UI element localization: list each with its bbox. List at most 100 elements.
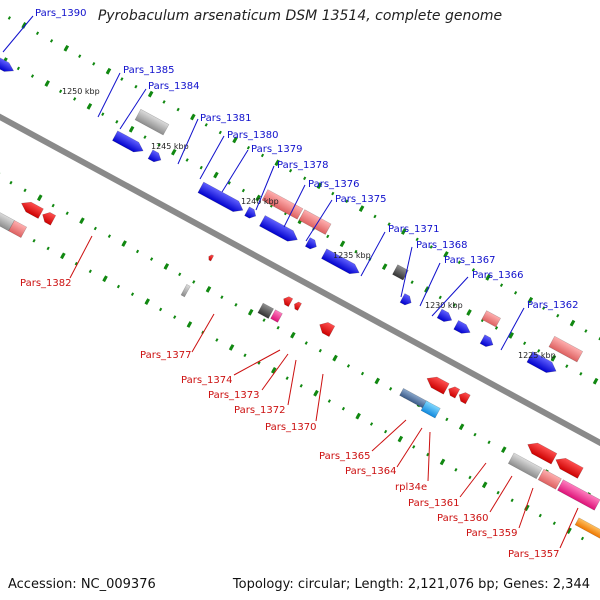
tick-dot	[360, 371, 365, 376]
gene-label[interactable]: Pars_1377	[140, 350, 191, 361]
tick-mark	[86, 103, 93, 110]
tick-dot	[429, 245, 433, 249]
gene-feature	[458, 392, 471, 405]
gene-label[interactable]: Pars_1373	[208, 390, 259, 401]
gene-feature	[298, 209, 332, 235]
gene-label[interactable]: Pars_1362	[527, 300, 578, 311]
gene-label[interactable]: Pars_1381	[200, 113, 251, 124]
gene-label[interactable]: Pars_1376	[308, 179, 359, 190]
tick-dot	[318, 348, 322, 353]
tick-mark	[358, 205, 365, 212]
genome-summary: Topology: circular; Length: 2,121,076 bp…	[232, 577, 590, 592]
tick-dot	[227, 181, 231, 185]
gene-label[interactable]: Pars_1382	[20, 278, 71, 289]
genome-backbone	[0, 85, 600, 464]
tick-dot	[556, 313, 560, 318]
tick-mark	[485, 274, 491, 281]
tick-dot	[243, 353, 247, 358]
tick-dot	[565, 364, 569, 368]
tick-dot	[445, 417, 449, 422]
tick-dot	[199, 165, 203, 170]
gene-label[interactable]: Pars_1378	[277, 160, 328, 171]
gene-label[interactable]: Pars_1365	[319, 451, 370, 462]
tick-dot	[35, 31, 40, 36]
tick-mark	[527, 296, 534, 304]
tick-dot	[159, 307, 163, 312]
tick-mark	[508, 332, 514, 339]
tick-mark	[186, 321, 193, 328]
gene-label[interactable]: Pars_1368	[416, 240, 467, 251]
tick-dot	[457, 260, 461, 265]
gene-feature	[453, 320, 471, 334]
map-title: Pyrobaculum arsenaticum DSM 13514, compl…	[97, 8, 503, 24]
gene-label-group: Pars_1379	[221, 144, 302, 193]
scale-label: 1230 kbp	[425, 301, 463, 310]
gene-label[interactable]: Pars_1380	[227, 130, 278, 141]
gene-label[interactable]: Pars_1374	[181, 375, 232, 386]
gene-feature	[574, 517, 600, 542]
tick-dot	[473, 432, 477, 437]
scale-label: 1225 kbp	[518, 351, 556, 360]
gene-label[interactable]: Pars_1359	[466, 528, 517, 539]
tick-dot	[303, 176, 307, 181]
tick-dot	[537, 349, 541, 353]
gene-label-group: Pars_1370	[265, 373, 324, 433]
gene-label[interactable]: Pars_1361	[408, 498, 459, 509]
tick-dot	[49, 39, 54, 43]
gene-label-group: Pars_1366	[431, 270, 523, 317]
tick-mark	[102, 275, 108, 283]
gene-label[interactable]: Pars_1372	[234, 405, 285, 416]
gene-label[interactable]: Pars_1360	[437, 513, 488, 524]
gene-label[interactable]: Pars_1371	[388, 224, 439, 235]
tick-dot	[120, 77, 124, 81]
tick-mark	[213, 171, 219, 179]
gene-label[interactable]: Pars_1379	[251, 144, 302, 155]
tick-mark	[481, 481, 488, 489]
tick-dot	[538, 513, 542, 518]
gene-feature	[112, 130, 144, 153]
scale-label: 1250 kbp	[62, 87, 100, 96]
gene-label[interactable]: rpl34e	[395, 482, 427, 493]
gene-label[interactable]: Pars_1370	[265, 422, 316, 433]
gene-feature	[261, 189, 304, 220]
gene-label[interactable]: Pars_1384	[148, 81, 199, 92]
tick-mark	[21, 22, 27, 29]
gene-label-group: rpl34e	[395, 431, 431, 493]
tick-mark	[171, 148, 177, 156]
tick-dot	[584, 329, 588, 333]
gene-feature	[270, 309, 283, 323]
gene-label[interactable]: Pars_1385	[123, 65, 174, 76]
tick-mark	[566, 527, 572, 535]
gene-label[interactable]: Pars_1367	[444, 255, 495, 266]
gene-feature	[134, 108, 170, 136]
gene-label[interactable]: Pars_1366	[472, 270, 523, 281]
tick-dot	[354, 249, 358, 254]
tick-dot	[579, 371, 583, 376]
tick-mark	[355, 412, 361, 420]
gene-label-group: Pars_1373	[208, 353, 289, 401]
tick-dot	[215, 338, 219, 342]
gene-label[interactable]: Pars_1390	[35, 8, 86, 19]
tick-dot	[471, 268, 475, 272]
tick-dot	[410, 280, 414, 284]
tick-dot	[412, 445, 416, 449]
gene-label[interactable]: Pars_1375	[335, 194, 386, 205]
gene-feature	[420, 400, 441, 419]
tick-mark	[105, 67, 112, 75]
tick-mark	[144, 298, 150, 305]
tick-mark	[79, 217, 85, 225]
gene-label-group: Pars_1371	[360, 224, 439, 277]
gene-label-group: Pars_1376	[283, 179, 359, 228]
gene-feature	[0, 51, 15, 72]
tick-mark	[550, 354, 557, 362]
tick-dot	[93, 226, 97, 231]
tick-mark	[439, 458, 446, 466]
tick-mark	[290, 331, 296, 339]
gene-label[interactable]: Pars_1364	[345, 466, 396, 477]
tick-mark	[592, 377, 599, 385]
gene-label-group: Pars_1359	[466, 487, 534, 539]
tick-dot	[384, 429, 388, 434]
tick-mark	[60, 252, 66, 260]
gene-label[interactable]: Pars_1357	[508, 549, 559, 560]
tick-dot	[135, 249, 140, 254]
